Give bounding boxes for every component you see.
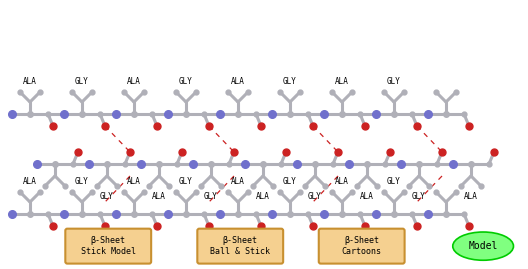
Text: GLY: GLY: [308, 192, 322, 201]
Text: GLY: GLY: [283, 177, 297, 186]
Text: ALA: ALA: [231, 77, 245, 86]
Ellipse shape: [453, 232, 513, 260]
Text: ALA: ALA: [360, 192, 374, 201]
Text: ALA: ALA: [335, 77, 349, 86]
Text: ALA: ALA: [127, 177, 141, 186]
FancyBboxPatch shape: [65, 229, 151, 264]
Text: GLY: GLY: [283, 77, 297, 86]
FancyBboxPatch shape: [197, 229, 283, 264]
Text: ALA: ALA: [464, 192, 478, 201]
Text: GLY: GLY: [179, 177, 193, 186]
Text: β-Sheet
Cartoons: β-Sheet Cartoons: [342, 236, 382, 256]
Text: GLY: GLY: [412, 192, 426, 201]
Text: ALA: ALA: [335, 177, 349, 186]
Text: GLY: GLY: [100, 192, 114, 201]
Text: GLY: GLY: [204, 192, 218, 201]
Text: GLY: GLY: [75, 177, 89, 186]
Text: ALA: ALA: [23, 177, 37, 186]
Text: ALA: ALA: [231, 177, 245, 186]
Text: β-Sheet
Ball & Stick: β-Sheet Ball & Stick: [210, 236, 270, 256]
Text: ALA: ALA: [23, 77, 37, 86]
Text: ALA: ALA: [152, 192, 166, 201]
Text: Model: Model: [468, 241, 498, 251]
Text: GLY: GLY: [75, 77, 89, 86]
Text: ALA: ALA: [127, 77, 141, 86]
Text: GLY: GLY: [387, 177, 401, 186]
Text: ALA: ALA: [256, 192, 270, 201]
Bar: [0, 0, 528, 229]
Text: GLY: GLY: [179, 77, 193, 86]
Text: β-Sheet
Stick Model: β-Sheet Stick Model: [81, 236, 136, 256]
FancyBboxPatch shape: [319, 229, 404, 264]
Text: GLY: GLY: [387, 77, 401, 86]
